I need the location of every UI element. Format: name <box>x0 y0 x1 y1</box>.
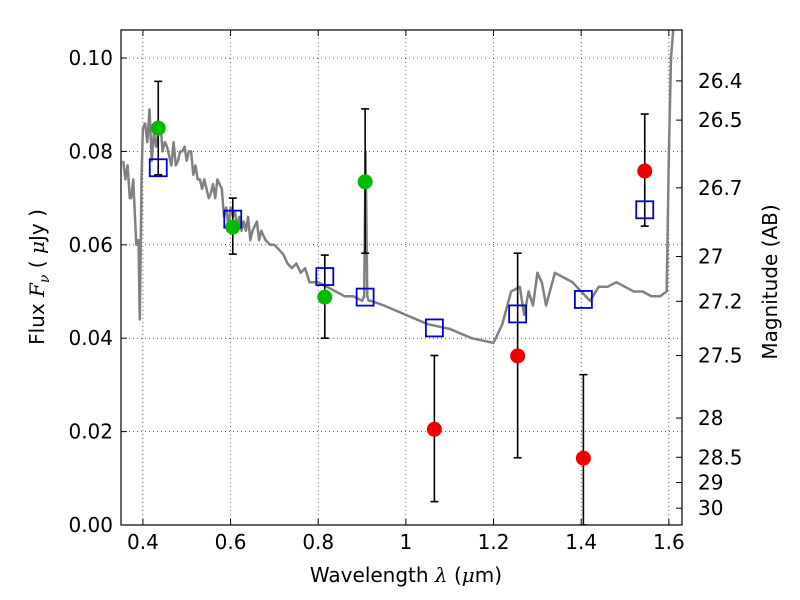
x-tick-label: 1.2 <box>478 530 510 554</box>
y-tick-label: 0.04 <box>68 326 113 350</box>
model-flux-marker <box>573 290 593 309</box>
observed-flux-marker <box>426 421 442 437</box>
observed-flux-marker <box>317 289 333 305</box>
x-axis-title: Wavelength λ (μm) <box>310 563 502 587</box>
y2-tick-label: 27 <box>698 244 723 268</box>
x-tick-label: 0.6 <box>215 530 247 554</box>
y2-tick-label: 30 <box>698 496 723 520</box>
y2-tick-label: 26.4 <box>698 69 743 93</box>
y2-tick-label: 27.2 <box>698 289 743 313</box>
x-tick-label: 1.4 <box>565 530 597 554</box>
y-tick-label: 0.00 <box>68 513 113 537</box>
observed-flux-marker <box>510 348 526 364</box>
model-flux-marker <box>148 158 168 178</box>
model-flux-marker <box>635 200 655 220</box>
y-tick-label: 0.02 <box>68 420 113 444</box>
model-flux-marker <box>424 318 444 338</box>
y2-tick-label: 28 <box>698 406 723 430</box>
y2-tick-label: 26.7 <box>698 176 743 200</box>
model-flux-marker <box>355 287 375 307</box>
observed-flux-marker <box>575 450 591 466</box>
y-tick-label: 0.08 <box>68 139 113 163</box>
spectrum-layer <box>121 30 675 345</box>
observed-flux-marker <box>637 163 653 179</box>
y2-tick-label: 28.5 <box>698 445 743 469</box>
model-flux-marker <box>315 267 335 286</box>
observed-flux-marker <box>225 219 241 235</box>
y2-tick-label: 27.5 <box>698 343 743 367</box>
y-tick-label: 0.10 <box>68 46 113 70</box>
y2-tick-label: 26.5 <box>698 108 743 132</box>
x-tick-label: 0.8 <box>302 530 334 554</box>
y2-axis-title: Magnitude (AB) <box>758 204 782 359</box>
x-tick-label: 0.4 <box>127 530 159 554</box>
y2-tick-label: 29 <box>698 471 723 495</box>
x-tick-label: 1.6 <box>653 530 685 554</box>
observed-flux-marker <box>357 174 373 190</box>
plot-frame <box>120 29 683 526</box>
marker-layer <box>148 120 655 466</box>
model-flux-marker <box>508 304 528 324</box>
y-axis-title: Flux Fν ( μJy ) <box>25 209 53 345</box>
model-spectrum-line <box>121 30 675 345</box>
observed-flux-marker <box>150 120 166 136</box>
y-tick-label: 0.06 <box>68 233 113 257</box>
tick-layer: 0.4 0.6 0.8 1 1.2 1.4 1.6 0.00 0.02 0.04 0.06 0.08 0… <box>68 30 743 554</box>
x-tick-label: 1 <box>400 530 413 554</box>
grid-layer <box>121 30 682 526</box>
